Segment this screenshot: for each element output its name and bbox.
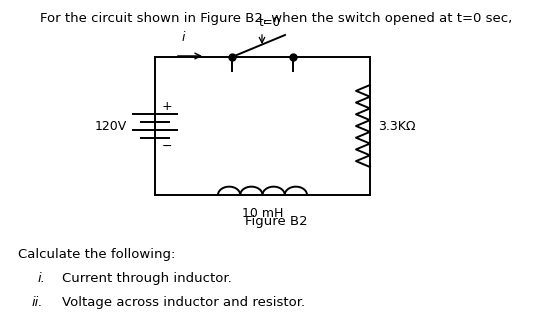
- Text: 10 mH: 10 mH: [242, 207, 283, 220]
- Text: −: −: [161, 139, 172, 153]
- Text: Voltage across inductor and resistor.: Voltage across inductor and resistor.: [62, 296, 305, 309]
- Text: For the circuit shown in Figure B2, when the switch opened at t=0 sec,: For the circuit shown in Figure B2, when…: [40, 12, 512, 25]
- Text: t=0: t=0: [259, 16, 281, 29]
- Text: +: +: [161, 100, 173, 113]
- Text: i: i: [181, 31, 185, 44]
- Text: Current through inductor.: Current through inductor.: [62, 272, 232, 285]
- Text: 3.3KΩ: 3.3KΩ: [378, 119, 415, 132]
- Text: 120V: 120V: [95, 119, 127, 132]
- Text: ii.: ii.: [32, 296, 44, 309]
- Text: Calculate the following:: Calculate the following:: [18, 248, 175, 261]
- Text: Figure B2: Figure B2: [244, 215, 307, 228]
- Text: i.: i.: [38, 272, 46, 285]
